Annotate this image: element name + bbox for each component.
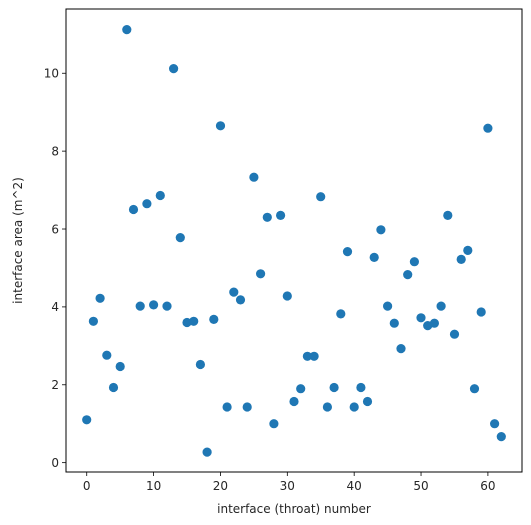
x-tick-label: 60 (480, 479, 495, 493)
data-point (95, 293, 105, 303)
data-point (296, 384, 306, 394)
data-point (276, 210, 286, 220)
y-tick-label: 0 (51, 456, 59, 470)
y-axis-ticks: 0 2 4 6 8 10 (44, 67, 66, 470)
data-point (135, 301, 145, 311)
data-point (490, 419, 500, 429)
data-point (336, 309, 346, 319)
data-point (108, 382, 119, 393)
data-point (369, 252, 379, 262)
data-point (82, 415, 92, 425)
data-point (122, 25, 132, 35)
data-point (449, 329, 460, 339)
data-point (189, 316, 199, 326)
data-point (456, 254, 466, 264)
data-points (82, 25, 506, 457)
y-axis-label: interface area (m^2) (11, 177, 25, 304)
data-point (356, 382, 366, 393)
data-point (202, 447, 212, 457)
data-point (149, 300, 159, 310)
data-point (256, 269, 266, 279)
data-point (349, 402, 359, 412)
data-point (162, 301, 172, 311)
data-point (376, 225, 386, 235)
data-point (469, 384, 480, 394)
data-point (463, 245, 473, 255)
y-tick-label: 6 (51, 222, 59, 236)
data-point (396, 344, 406, 354)
data-point (249, 172, 259, 182)
data-point (235, 295, 246, 305)
y-tick-label: 2 (51, 378, 59, 392)
data-point (409, 257, 419, 267)
data-point (436, 301, 446, 311)
data-point (316, 192, 326, 202)
y-tick-label: 4 (51, 300, 59, 314)
data-point (215, 121, 226, 131)
data-point (115, 361, 125, 372)
data-point (155, 190, 165, 201)
data-point (282, 291, 292, 301)
data-point (362, 396, 373, 407)
data-point (102, 350, 112, 360)
y-tick-label: 10 (44, 67, 59, 81)
data-point (195, 359, 205, 370)
data-point (289, 396, 299, 407)
x-axis-ticks: 0 10 20 30 40 50 60 (83, 472, 496, 493)
x-tick-label: 20 (213, 479, 228, 493)
data-point (443, 210, 453, 220)
data-point (88, 316, 98, 326)
data-point (209, 314, 219, 324)
data-point (142, 199, 152, 209)
data-point (342, 247, 353, 257)
data-point (169, 64, 179, 74)
x-tick-label: 0 (83, 479, 91, 493)
x-tick-label: 10 (146, 479, 161, 493)
data-point (416, 313, 426, 323)
data-point (242, 402, 252, 412)
x-tick-label: 40 (347, 479, 362, 493)
data-point (175, 233, 185, 243)
data-point (128, 204, 139, 215)
data-point (483, 123, 493, 133)
data-point (429, 318, 439, 328)
data-point (383, 301, 393, 311)
y-tick-label: 8 (51, 144, 59, 158)
data-point (496, 432, 506, 442)
data-point (322, 402, 332, 412)
x-tick-label: 30 (280, 479, 295, 493)
data-point (389, 318, 399, 328)
data-point (269, 419, 279, 429)
data-point (476, 307, 486, 317)
data-point (403, 270, 413, 280)
plot-frame (65, 8, 523, 473)
data-point (222, 402, 232, 412)
data-point (262, 212, 272, 222)
data-point (229, 287, 239, 297)
x-tick-label: 50 (413, 479, 428, 493)
x-axis-label: interface (throat) number (217, 502, 371, 516)
data-point (309, 351, 319, 361)
data-point (302, 351, 312, 361)
data-point (329, 382, 339, 393)
